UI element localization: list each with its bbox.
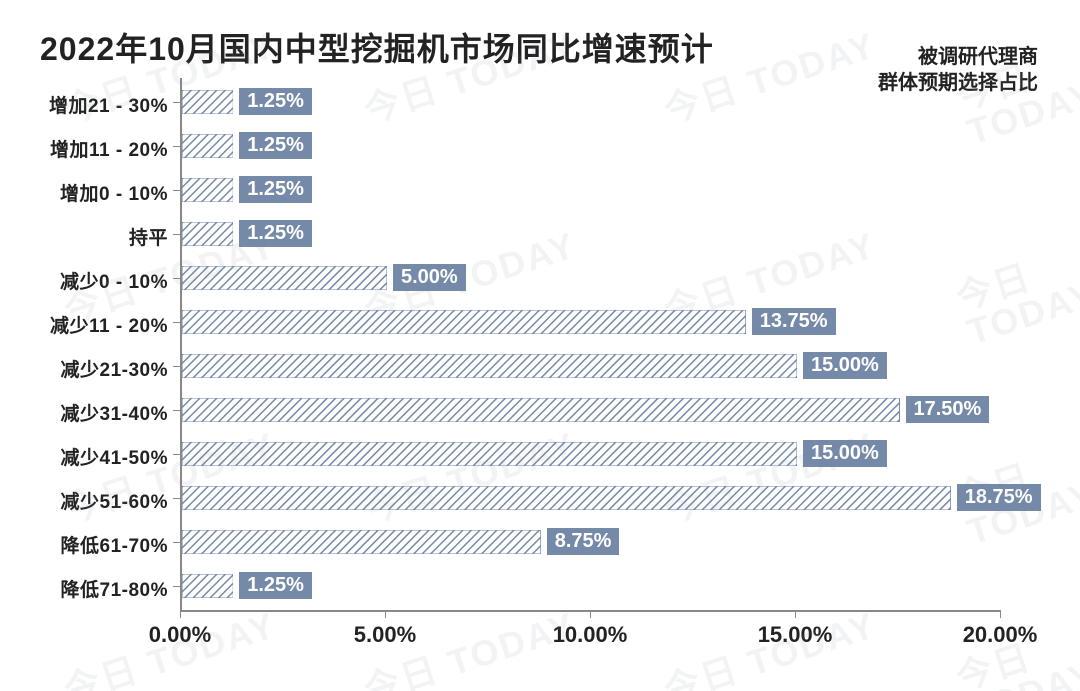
chart-container: 2022年10月国内中型挖掘机市场同比增速预计 被调研代理商 群体预期选择占比 … <box>0 0 1080 691</box>
y-tick-mark <box>173 410 180 411</box>
y-axis-category-label: 减少41-50% <box>61 443 169 470</box>
y-axis-category-label: 增加21 - 30% <box>49 91 168 118</box>
bar-value-label: 13.75% <box>752 308 836 335</box>
bar-value-label: 8.75% <box>547 528 620 555</box>
y-axis-category-label: 降低71-80% <box>61 575 169 602</box>
bar-value-label: 1.25% <box>239 132 312 159</box>
bar <box>182 90 233 114</box>
y-axis-category-label: 增加0 - 10% <box>60 179 168 206</box>
x-tick-label: 15.00% <box>758 622 833 648</box>
y-tick-mark <box>173 498 180 499</box>
y-tick-mark <box>173 542 180 543</box>
y-tick-mark <box>173 454 180 455</box>
y-axis-category-label: 减少51-60% <box>61 487 169 514</box>
bar <box>182 574 233 598</box>
bar <box>182 398 900 422</box>
chart-subtitle: 被调研代理商 群体预期选择占比 <box>878 44 1038 96</box>
bar-value-label: 1.25% <box>239 572 312 599</box>
y-tick-mark <box>173 102 180 103</box>
y-axis-category-label: 减少0 - 10% <box>60 267 168 294</box>
y-tick-mark <box>173 366 180 367</box>
x-tick-label: 10.00% <box>553 622 628 648</box>
y-axis-category-label: 减少31-40% <box>61 399 169 426</box>
y-axis-category-label: 减少21-30% <box>61 355 169 382</box>
bar <box>182 442 797 466</box>
x-tick-mark <box>590 610 591 618</box>
bar-value-label: 1.25% <box>239 220 312 247</box>
y-tick-mark <box>173 146 180 147</box>
bar-value-label: 1.25% <box>239 88 312 115</box>
subtitle-line-1: 被调研代理商 <box>878 44 1038 70</box>
bar-value-label: 15.00% <box>803 440 887 467</box>
y-axis-category-label: 减少11 - 20% <box>50 311 168 338</box>
y-axis-category-label: 降低61-70% <box>61 531 169 558</box>
y-axis-category-label: 持平 <box>129 223 168 250</box>
bar <box>182 310 746 334</box>
bar-value-label: 17.50% <box>906 396 990 423</box>
bar <box>182 134 233 158</box>
bar <box>182 222 233 246</box>
bar-value-label: 5.00% <box>393 264 466 291</box>
x-tick-mark <box>180 610 181 618</box>
bar-value-label: 15.00% <box>803 352 887 379</box>
bar <box>182 178 233 202</box>
y-axis-category-label: 增加11 - 20% <box>50 135 168 162</box>
bar-value-label: 1.25% <box>239 176 312 203</box>
x-tick-label: 20.00% <box>963 622 1038 648</box>
y-tick-mark <box>173 278 180 279</box>
x-tick-label: 0.00% <box>149 622 211 648</box>
y-tick-mark <box>173 234 180 235</box>
y-tick-mark <box>173 586 180 587</box>
bar <box>182 266 387 290</box>
x-tick-mark <box>385 610 386 618</box>
bar-value-label: 18.75% <box>957 484 1041 511</box>
bar <box>182 354 797 378</box>
x-tick-mark <box>1000 610 1001 618</box>
bar <box>182 530 541 554</box>
x-tick-mark <box>795 610 796 618</box>
y-tick-mark <box>173 190 180 191</box>
x-tick-label: 5.00% <box>354 622 416 648</box>
y-tick-mark <box>173 322 180 323</box>
bar <box>182 486 951 510</box>
